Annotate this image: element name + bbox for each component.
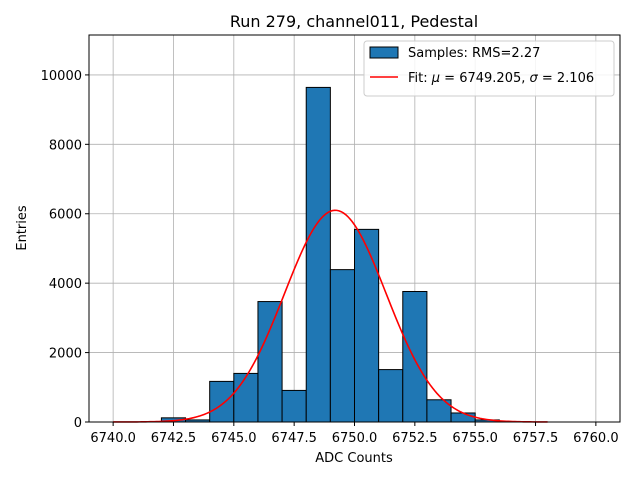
x-tick-label: 6760.0 <box>573 431 619 446</box>
histogram-bar <box>305 86 331 423</box>
legend-samples-label: Samples: RMS=2.27 <box>408 46 540 61</box>
histogram-bar <box>329 269 356 423</box>
y-tick-label: 0 <box>74 416 82 431</box>
legend-fit-mu-value: = 6749.205, <box>440 71 529 86</box>
y-tick-label: 2000 <box>49 347 82 362</box>
legend-box <box>363 40 615 97</box>
x-tick-label: 6740.0 <box>90 431 136 446</box>
histogram-bars <box>160 86 500 423</box>
histogram-bar <box>233 372 259 423</box>
x-axis-label: ADC Counts <box>315 451 393 466</box>
legend-fit-label: Fit: μ = 6749.205, σ = 2.106 <box>408 71 594 86</box>
legend-samples-swatch <box>369 46 399 59</box>
x-tick-label: 6757.5 <box>513 431 559 446</box>
histogram-bar <box>281 389 307 423</box>
y-axis-label: Entries <box>15 205 30 251</box>
y-axis-ticks: 0 2000 4000 6000 8000 10000 <box>41 69 89 431</box>
legend-fit-prefix: Fit: <box>408 71 432 86</box>
x-axis-ticks: 6740.0 6742.5 6745.0 6747.5 6750.0 6752.5 6755… <box>90 422 619 446</box>
x-tick-label: 6745.0 <box>211 431 257 446</box>
chart-title: Run 279, channel011, Pedestal <box>230 12 478 31</box>
legend-fit-sigma-value: = 2.106 <box>538 71 594 86</box>
histogram-bar <box>378 369 404 423</box>
y-tick-label: 6000 <box>49 208 82 223</box>
legend-fit-mu-symbol: μ <box>431 71 440 86</box>
histogram-bar <box>354 228 380 423</box>
legend: Samples: RMS=2.27 Fit: μ = 6749.205, σ =… <box>363 40 615 97</box>
x-tick-label: 6750.0 <box>332 431 378 446</box>
x-tick-label: 6755.0 <box>452 431 498 446</box>
gaussian-fit-curve <box>113 209 548 423</box>
x-tick-label: 6747.5 <box>271 431 317 446</box>
histogram-bar <box>402 290 428 423</box>
y-tick-label: 4000 <box>49 277 82 292</box>
x-tick-label: 6752.5 <box>392 431 438 446</box>
histogram-bar <box>209 380 235 423</box>
y-tick-label: 8000 <box>49 138 82 153</box>
y-tick-label: 10000 <box>41 69 82 84</box>
x-tick-label: 6742.5 <box>151 431 197 446</box>
histogram-bar <box>450 412 476 423</box>
legend-fit-sigma-symbol: σ <box>530 71 539 86</box>
histogram-bar <box>257 301 283 423</box>
